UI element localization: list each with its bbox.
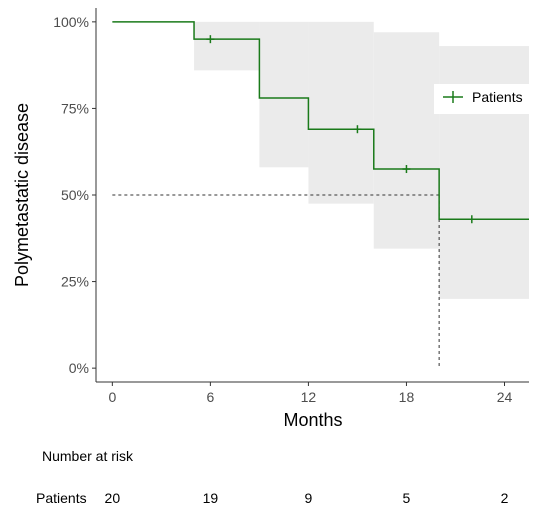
x-tick-label: 0	[108, 389, 116, 405]
survival-curves	[112, 21, 529, 220]
risk-value: 20	[105, 490, 121, 506]
y-ticks: 0% 25% 50% 75% 100%	[53, 14, 96, 376]
y-axis-title: Polymetastatic disease	[12, 103, 32, 287]
censor-mark	[353, 125, 362, 134]
ci-band	[373, 32, 440, 249]
censor-mark	[402, 165, 411, 174]
x-tick-label: 18	[399, 389, 415, 405]
legend-label: Patients	[472, 89, 523, 105]
x-tick-label: 6	[206, 389, 214, 405]
ci-band	[194, 21, 260, 71]
legend-box	[434, 84, 530, 114]
y-tick-label: 50%	[61, 187, 89, 203]
risk-table-title: Number at risk	[42, 448, 134, 464]
x-tick-label: 24	[497, 389, 513, 405]
y-tick-label: 100%	[53, 14, 89, 30]
risk-value: 5	[403, 490, 411, 506]
risk-value: 19	[203, 490, 219, 506]
ci-band	[308, 21, 374, 204]
median-guides	[112, 194, 440, 369]
censor-marks	[206, 35, 476, 224]
y-tick-label: 0%	[69, 360, 89, 376]
y-tick-label: 75%	[61, 100, 89, 116]
risk-value: 9	[305, 490, 313, 506]
risk-row-label: Patients	[36, 490, 87, 506]
x-ticks: 0 6 12 18 24	[108, 382, 512, 405]
confidence-bands	[194, 21, 529, 299]
censor-mark	[467, 215, 476, 224]
risk-value: 2	[501, 490, 509, 506]
x-axis-title: Months	[283, 410, 342, 430]
survival-curve-patients	[112, 21, 529, 220]
censor-mark	[206, 35, 215, 44]
x-tick-label: 12	[301, 389, 317, 405]
y-tick-label: 25%	[61, 274, 89, 290]
ci-band	[259, 21, 309, 168]
risk-values: 20 19 9 5 2	[105, 490, 509, 506]
legend: Patients	[434, 84, 530, 114]
